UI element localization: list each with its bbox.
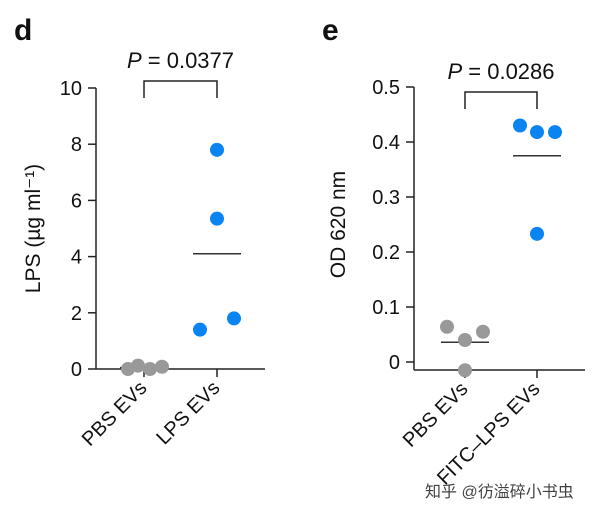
data-point xyxy=(548,125,562,140)
data-point xyxy=(476,324,490,339)
y-tick-label: 10 xyxy=(60,78,82,100)
x-tick-label: LPS EVs xyxy=(152,377,224,449)
y-tick-label: 6 xyxy=(71,190,82,212)
y-axis-label: LPS (µg ml⁻¹) xyxy=(22,164,45,293)
panel-letter: d xyxy=(14,14,32,47)
data-point xyxy=(513,118,527,133)
data-point xyxy=(210,142,224,157)
data-point xyxy=(227,311,241,326)
y-tick-label: 0.2 xyxy=(372,242,400,264)
data-point xyxy=(131,358,145,373)
y-axis-label: OD 620 nm xyxy=(327,171,350,278)
panel-letter: e xyxy=(322,14,339,47)
data-point xyxy=(440,319,454,334)
significance-bracket xyxy=(143,80,218,98)
y-tick-label: 0 xyxy=(71,359,82,381)
y-tick-label: 0 xyxy=(389,352,400,374)
data-point xyxy=(143,362,157,376)
data-point xyxy=(530,125,544,140)
data-point xyxy=(458,333,472,347)
x-tick-label: PBS EVs xyxy=(78,377,152,451)
data-point xyxy=(530,226,544,241)
y-tick-label: 4 xyxy=(71,247,82,269)
watermark: 知乎 @彷溢碎小书虫 xyxy=(425,483,574,501)
data-point xyxy=(155,359,169,374)
panel-d: d 0 2 4 6 8 10 LPS (µg ml⁻¹) PBS EVs LPS EVs P = 0… xyxy=(14,14,265,451)
y-tick-label: 0.1 xyxy=(372,297,400,319)
y-tick-label: 8 xyxy=(71,134,82,156)
p-value-label: P = 0.0377 xyxy=(127,48,234,73)
y-tick-label: 2 xyxy=(71,303,82,325)
data-point xyxy=(210,211,224,226)
p-value-label: P = 0.0286 xyxy=(447,59,554,84)
data-point xyxy=(193,322,207,337)
y-tick-label: 0.5 xyxy=(372,77,400,99)
data-point xyxy=(458,363,472,378)
x-tick-label: PBS EVs xyxy=(399,378,473,452)
significance-bracket xyxy=(464,91,538,109)
y-tick-label: 0.3 xyxy=(372,187,400,209)
y-tick-label: 0.4 xyxy=(372,132,400,154)
